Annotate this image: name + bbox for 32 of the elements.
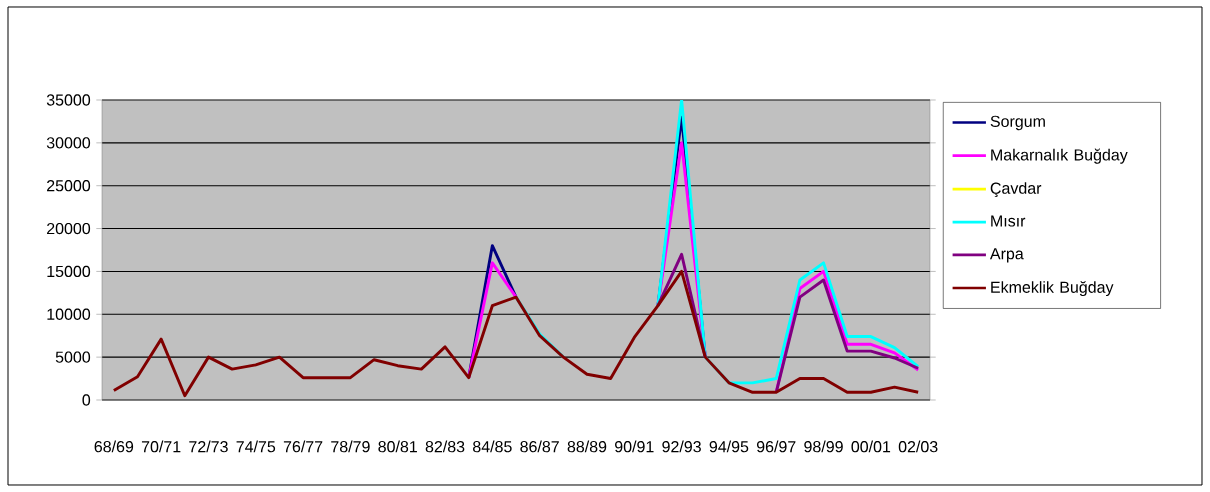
x-tick-label: 88/89 [567,440,607,453]
x-tick-label: 72/73 [189,440,228,453]
y-tick-label: 10000 [47,308,91,320]
y-tick-label: 0 [82,394,91,406]
legend-label: Sorgum [990,115,1045,131]
x-tick-label: 70/71 [141,440,181,453]
legend-label: Ekmeklik Buğday [991,280,1114,297]
x-tick-label: 92/93 [662,440,701,453]
y-tick-label: 30000 [46,137,91,149]
x-tick-label: 74/75 [236,440,276,453]
x-tick-label: 68/69 [94,440,134,453]
x-tick-label: 98/99 [804,440,843,453]
y-tick-label: 35000 [46,94,91,106]
y-tick-label: 25000 [47,180,91,192]
x-tick-label: 90/91 [615,440,654,453]
x-tick-label: 78/79 [331,440,370,453]
x-tick-label: 82/83 [425,440,465,453]
legend-label: Makarnalık Buğday [991,148,1128,164]
x-tick-label: 96/97 [756,440,796,453]
x-tick-label: 02/03 [898,440,938,453]
x-tick-label: 80/81 [378,440,417,453]
x-tick-label: 86/87 [520,440,559,453]
y-tick-label: 5000 [55,351,91,363]
legend-label: Mısır [991,215,1026,227]
x-tick-label: 84/85 [473,440,512,453]
legend-label: Çavdar [990,182,1042,198]
y-tick-label: 15000 [47,265,91,278]
x-tick-label: 00/01 [851,440,891,453]
legend-label: Arpa [989,248,1024,263]
x-tick-label: 76/77 [283,440,323,453]
y-tick-label: 20000 [47,222,91,235]
x-tick-label: 94/95 [709,440,749,453]
